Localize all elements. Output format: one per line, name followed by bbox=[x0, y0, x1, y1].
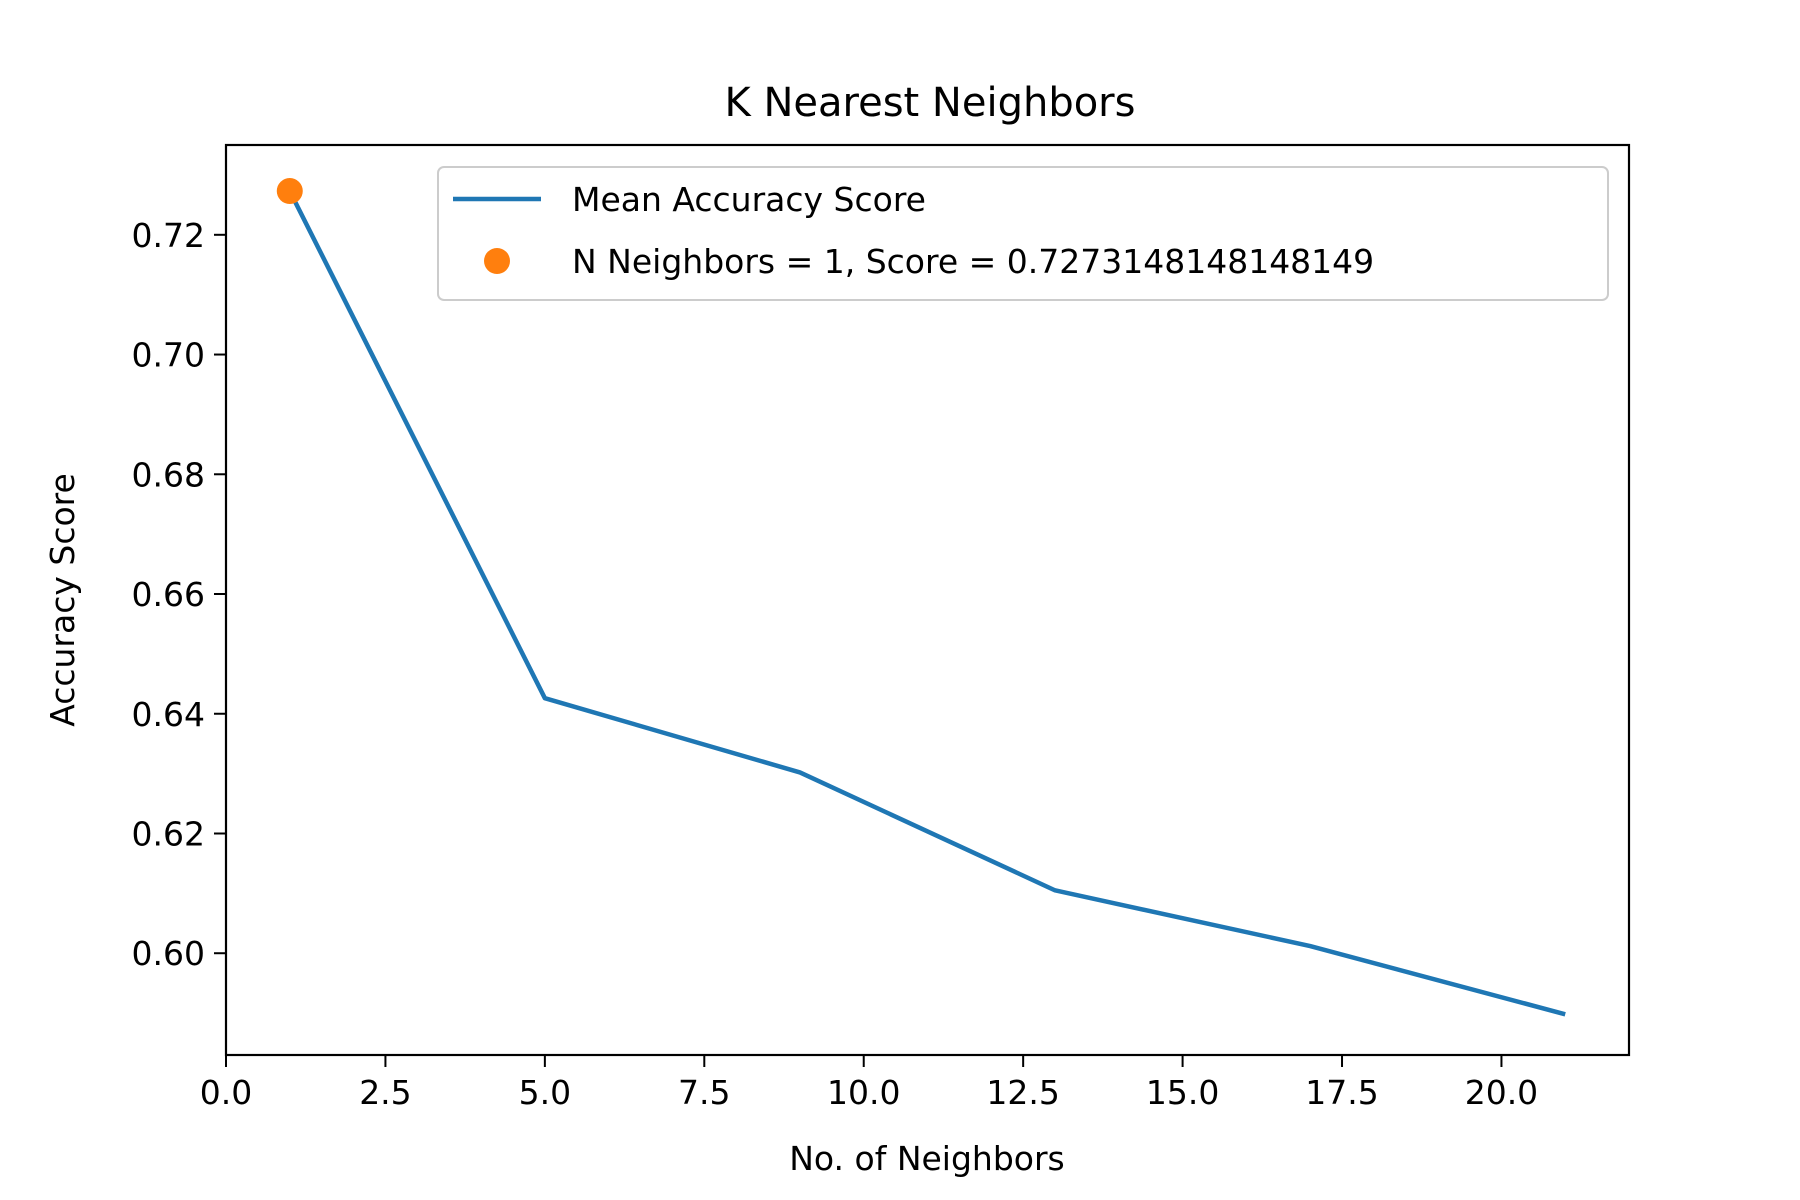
axes-frame bbox=[224, 143, 1631, 1057]
legend-label-mean-accuracy: Mean Accuracy Score bbox=[572, 180, 926, 219]
y-tick-label: 0.68 bbox=[132, 455, 205, 494]
y-tick-label: 0.72 bbox=[132, 216, 205, 255]
x-tick-label: 0.0 bbox=[200, 1073, 252, 1112]
y-tick-label: 0.70 bbox=[132, 336, 205, 375]
legend: Mean Accuracy Score N Neighbors = 1, Sco… bbox=[437, 166, 1609, 301]
legend-label-best-score: N Neighbors = 1, Score = 0.7273148148148… bbox=[572, 242, 1374, 281]
chart-title: K Nearest Neighbors bbox=[725, 80, 1136, 126]
legend-box bbox=[437, 166, 1609, 301]
best-score-point bbox=[276, 178, 303, 205]
x-tick-label: 5.0 bbox=[519, 1073, 571, 1112]
x-tick-label: 12.5 bbox=[986, 1073, 1059, 1112]
x-tick-label: 2.5 bbox=[359, 1073, 411, 1112]
y-tick-label: 0.64 bbox=[132, 695, 205, 734]
x-tick-label: 10.0 bbox=[827, 1073, 900, 1112]
y-tick-label: 0.60 bbox=[132, 934, 205, 973]
series-line-mean-accuracy bbox=[287, 190, 1566, 1017]
series-layer bbox=[276, 178, 1566, 1017]
x-tick-label: 20.0 bbox=[1465, 1073, 1538, 1112]
y-tick-label: 0.62 bbox=[132, 814, 205, 853]
y-axis: 0.60 0.62 0.64 0.66 0.68 0.70 0.72 bbox=[132, 216, 226, 973]
y-tick-label: 0.66 bbox=[132, 575, 205, 614]
x-tick-label: 7.5 bbox=[678, 1073, 730, 1112]
x-axis: 0.0 2.5 5.0 7.5 10.0 12.5 15.0 17.5 20.0 bbox=[200, 1055, 1538, 1112]
y-axis-label: Accuracy Score bbox=[43, 473, 82, 727]
x-tick-label: 15.0 bbox=[1146, 1073, 1219, 1112]
legend-swatch-best-score bbox=[484, 248, 510, 274]
x-tick-label: 17.5 bbox=[1305, 1073, 1378, 1112]
x-axis-label: No. of Neighbors bbox=[789, 1139, 1065, 1178]
